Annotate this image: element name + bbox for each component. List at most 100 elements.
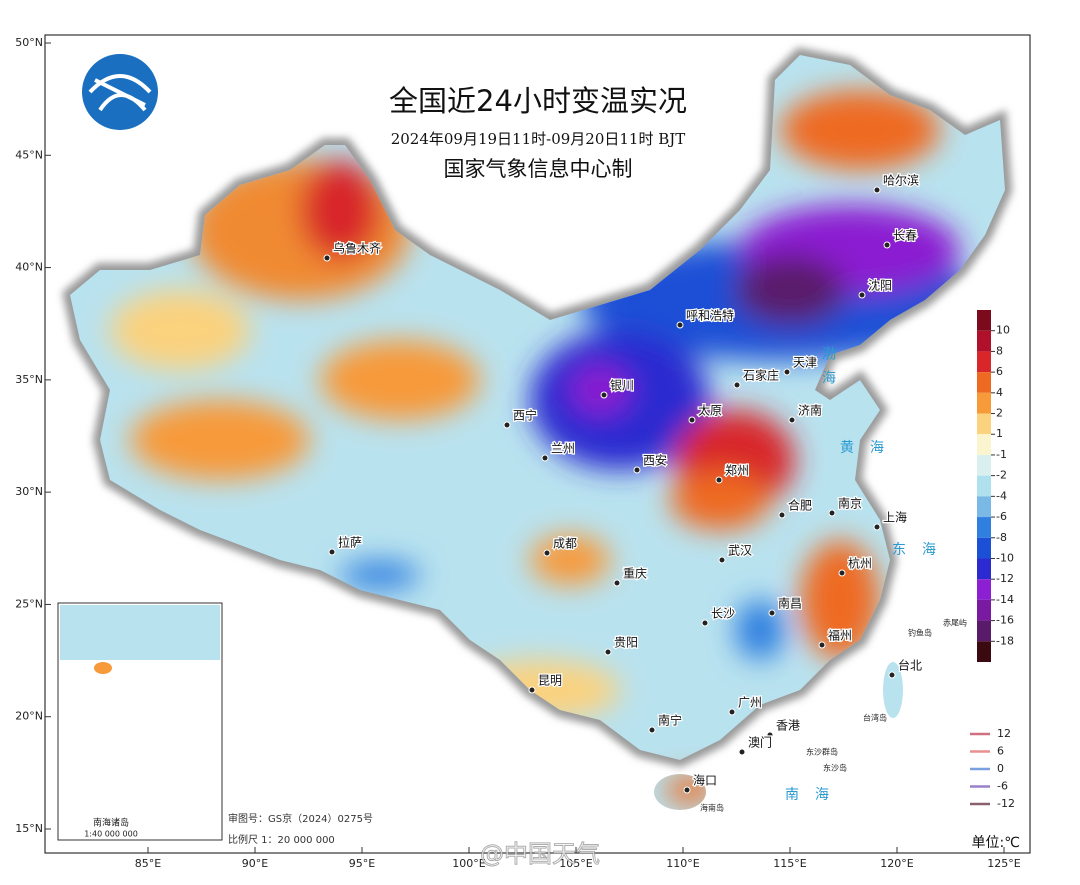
city-label: 贵阳 xyxy=(614,636,638,650)
city-label: 天津 xyxy=(793,356,817,370)
lon-tick-label: 90°E xyxy=(242,857,268,870)
city-dot xyxy=(718,556,726,564)
colorbar-label: -14 xyxy=(996,593,1014,606)
city-dot xyxy=(778,511,786,519)
city-label: 长沙 xyxy=(711,607,735,621)
lon-tick-label: 85°E xyxy=(135,857,161,870)
colorbar-label: -8 xyxy=(996,531,1007,544)
inset-map xyxy=(57,602,223,841)
lat-tick-label: 50°N xyxy=(15,36,43,49)
watermark: @中国天气 xyxy=(480,840,600,868)
colorbar-cell xyxy=(977,351,991,373)
colorbar-label: -12 xyxy=(996,572,1014,585)
city-label: 上海 xyxy=(883,510,907,525)
city-label: 太原 xyxy=(698,403,722,418)
city-label: 西安 xyxy=(643,453,667,468)
city-label: 济南 xyxy=(798,403,822,418)
lon-tick-label: 105°E xyxy=(559,857,592,870)
colorbar-cell xyxy=(977,579,991,600)
city-label: 南昌 xyxy=(778,596,802,611)
lat-tick-label: 45°N xyxy=(15,148,43,161)
lat-tick-label: 40°N xyxy=(15,261,43,274)
map-scale: 比例尺 1：20 000 000 xyxy=(228,833,335,846)
legend-label: -12 xyxy=(997,797,1015,810)
producer: 国家气象信息中心制 xyxy=(444,157,633,181)
city-label: 兰州 xyxy=(551,442,575,456)
colorbar-label: -10 xyxy=(996,551,1014,564)
city-label: 合肥 xyxy=(788,498,812,513)
sea-label: 渤海 xyxy=(820,346,836,394)
colorbar-cell xyxy=(977,330,991,352)
city-dot xyxy=(715,476,723,484)
colorbar-label: -2 xyxy=(996,469,1007,482)
city-dot xyxy=(766,731,774,739)
sea-label: 东海 xyxy=(892,542,952,558)
map-body xyxy=(62,47,1013,810)
city-label: 西宁 xyxy=(513,408,537,423)
city-label: 沈阳 xyxy=(868,278,892,293)
colorbar-cell xyxy=(977,537,991,559)
city-dot xyxy=(604,648,612,656)
city-label: 香港 xyxy=(776,719,800,733)
city-dot xyxy=(818,641,826,649)
legend-label: 6 xyxy=(997,745,1004,758)
colorbar-label: -1 xyxy=(996,448,1007,461)
city-dot xyxy=(541,454,549,462)
city-dot xyxy=(543,549,551,557)
logo-mark xyxy=(88,74,152,112)
colorbar-cell xyxy=(977,475,991,497)
city-dot xyxy=(613,579,621,587)
island-label: 东沙岛 xyxy=(823,763,847,773)
city-label: 广州 xyxy=(738,696,762,710)
city-dot xyxy=(858,291,866,299)
colorbar-label: -16 xyxy=(996,614,1014,627)
lon-tick-label: 100°E xyxy=(452,857,485,870)
colorbar-label: 2 xyxy=(996,407,1003,420)
city-dot xyxy=(888,671,896,679)
colorbar-label: 10 xyxy=(996,324,1010,337)
island-label: 赤尾屿 xyxy=(943,619,967,628)
lon-tick-label: 110°E xyxy=(666,857,699,870)
colorbar-cell xyxy=(977,434,991,455)
city-label: 郑州 xyxy=(725,463,749,478)
lat-tick-label: 25°N xyxy=(15,597,43,610)
city-dot xyxy=(683,786,691,794)
city-dot xyxy=(701,619,709,627)
city-label: 南京 xyxy=(838,496,862,511)
city-dot xyxy=(328,548,336,556)
city-dot xyxy=(873,186,881,194)
city-dot xyxy=(633,466,641,474)
island-label: 台湾岛 xyxy=(863,713,887,723)
city-label: 台北 xyxy=(898,658,922,673)
colorbar-label: 6 xyxy=(996,365,1003,378)
city-dot xyxy=(838,569,846,577)
city-label: 杭州 xyxy=(848,556,872,571)
city-dot xyxy=(676,321,684,329)
city-label: 拉萨 xyxy=(338,535,362,550)
city-dot xyxy=(738,748,746,756)
city-label: 海口 xyxy=(693,773,717,788)
island-label: 钓鱼岛 xyxy=(908,628,932,638)
city-label: 成都 xyxy=(553,537,577,551)
sea-label: 黄海 xyxy=(840,439,900,456)
approval-number: 审图号：GS京（2024）0275号 xyxy=(228,812,373,825)
legend-label: 12 xyxy=(997,727,1011,740)
inset-island xyxy=(94,662,112,674)
city-label: 昆明 xyxy=(538,674,562,688)
colorbar-cell xyxy=(977,372,991,393)
city-dot xyxy=(528,686,536,694)
city-label: 哈尔滨 xyxy=(883,173,919,188)
colorbar-cell xyxy=(977,496,991,518)
colorbar-label: -4 xyxy=(996,489,1007,502)
unit-label: 单位:℃ xyxy=(972,835,1020,851)
city-label: 长春 xyxy=(893,229,917,243)
colorbar-cell xyxy=(977,641,991,662)
colorbar-cell xyxy=(977,413,991,435)
city-dot xyxy=(788,416,796,424)
colorbar-label: -18 xyxy=(996,634,1014,647)
city-dot xyxy=(503,421,511,429)
island-label: 海南岛 xyxy=(700,803,724,813)
lat-tick-label: 15°N xyxy=(15,822,43,835)
lon-tick-label: 95°E xyxy=(349,857,375,870)
